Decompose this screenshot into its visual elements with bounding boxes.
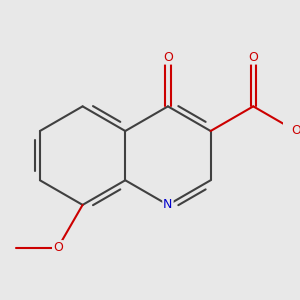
Text: O: O — [291, 124, 300, 137]
Text: N: N — [163, 198, 172, 212]
Text: O: O — [163, 51, 173, 64]
Text: O: O — [53, 241, 63, 254]
Text: O: O — [248, 51, 258, 64]
